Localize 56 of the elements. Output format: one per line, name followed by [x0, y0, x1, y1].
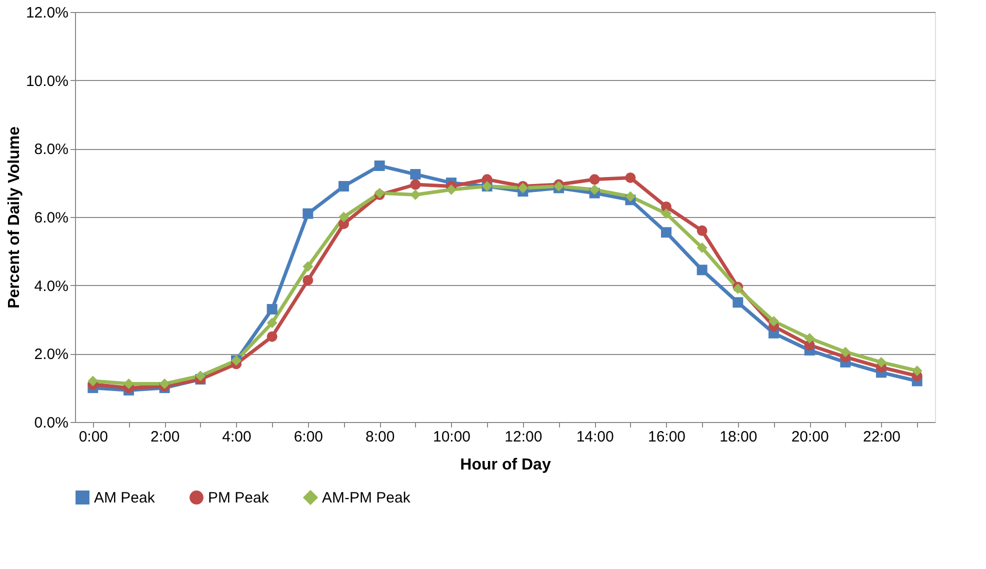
y-tick-label: 6.0% — [34, 210, 68, 226]
point — [266, 304, 278, 314]
x-tick-label: 6:00 — [294, 428, 324, 446]
legend-label: AM-PM Peak — [322, 490, 411, 507]
y-tick-label: 4.0% — [34, 278, 68, 295]
point — [768, 316, 779, 326]
point — [338, 212, 349, 222]
x-tick-label: 8:00 — [365, 428, 395, 446]
point — [589, 184, 600, 195]
point — [338, 181, 349, 192]
x-axis-title: Hour of Day — [460, 456, 551, 474]
point — [625, 172, 636, 183]
legend-label: PM Peak — [208, 490, 270, 507]
point — [88, 376, 98, 386]
x-tick-label: 2:00 — [150, 428, 180, 446]
y-tick-label: 10.0% — [26, 72, 68, 90]
point — [266, 318, 278, 328]
x-tick-label: 18:00 — [720, 428, 758, 446]
point — [410, 169, 421, 180]
point — [266, 331, 278, 342]
x-tick-label: 4:00 — [222, 428, 252, 446]
y-tick-label: 0.0% — [34, 414, 68, 432]
point — [840, 346, 851, 358]
point — [195, 370, 206, 382]
point — [302, 261, 314, 272]
y-tick-label: 2.0% — [34, 346, 68, 364]
point — [302, 274, 314, 286]
point — [589, 174, 600, 185]
point — [876, 356, 886, 368]
point — [625, 191, 636, 202]
x-tick-label: 0:00 — [78, 428, 108, 446]
y-axis-title: Percent of Daily Volume — [6, 126, 23, 308]
point — [410, 190, 421, 200]
point — [410, 179, 421, 190]
point — [804, 333, 815, 344]
x-tick-label: 12:00 — [504, 428, 542, 446]
y-tick-label: 8.0% — [34, 141, 68, 158]
point — [374, 160, 385, 171]
point — [912, 366, 922, 376]
point — [661, 227, 672, 238]
point — [696, 225, 708, 236]
legend-label: AM Peak — [94, 490, 156, 507]
y-tick-label: 12.0% — [26, 4, 68, 22]
x-tick-label: 22:00 — [862, 428, 901, 446]
point — [696, 242, 708, 253]
x-tick-label: 14:00 — [576, 428, 614, 446]
x-tick-label: 16:00 — [648, 428, 686, 446]
point — [696, 264, 708, 276]
point — [661, 208, 672, 219]
point — [124, 378, 134, 389]
point — [159, 378, 170, 389]
point — [302, 208, 314, 219]
x-tick-label: 10:00 — [432, 428, 471, 446]
point — [732, 297, 744, 308]
point — [446, 184, 456, 195]
x-tick-label: 20:00 — [791, 428, 829, 446]
